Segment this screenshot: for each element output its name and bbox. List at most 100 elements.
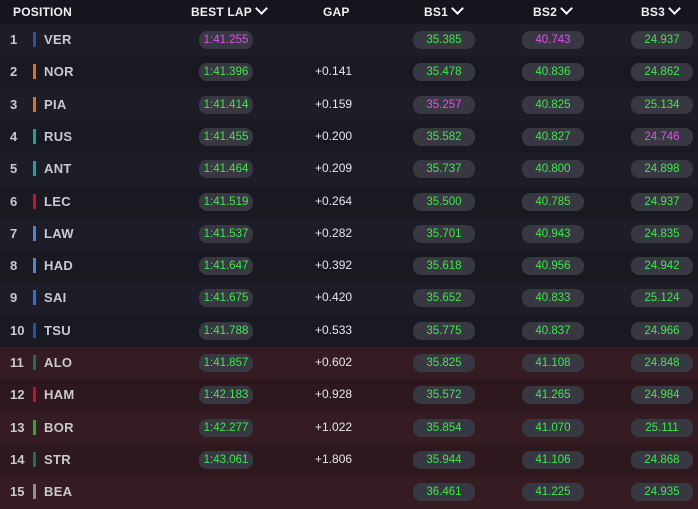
position-number: 1 <box>10 32 18 47</box>
best-lap-time: 1:41.464 <box>199 160 253 179</box>
team-color-bar <box>33 322 36 338</box>
header-best-lap-label: BEST LAP <box>191 5 252 19</box>
table-row[interactable]: 12 HAM 1:42.183 +0.928 35.572 41.265 24.984 <box>0 379 698 413</box>
gap-value: +0.420 <box>315 290 353 305</box>
bs1-time: 35.652 <box>413 289 475 308</box>
bs1-time: 35.737 <box>413 160 475 179</box>
best-lap-time: 1:43.061 <box>199 450 253 469</box>
table-row[interactable]: 7 LAW 1:41.537 +0.282 35.701 40.943 24.835 <box>0 217 698 251</box>
bs3-time: 24.898 <box>631 160 693 179</box>
gap-value: +0.533 <box>315 322 353 337</box>
bs3-time: 24.942 <box>631 257 693 276</box>
bs1-time: 35.944 <box>413 450 475 469</box>
driver-code: BEA <box>44 484 73 500</box>
header-best-lap-sort[interactable]: BEST LAP <box>191 0 268 24</box>
bs3-time: 25.111 <box>631 418 693 437</box>
table-row[interactable]: 10 TSU 1:41.788 +0.533 35.775 40.837 24.966 <box>0 314 698 348</box>
header-bs1-sort[interactable]: BS1 <box>424 0 464 24</box>
table-row[interactable]: 6 LEC 1:41.519 +0.264 35.500 40.785 24.937 <box>0 185 698 219</box>
driver-code: STR <box>44 451 71 467</box>
bs2-time: 40.833 <box>522 289 584 308</box>
best-lap-time: 1:41.537 <box>199 224 253 243</box>
bs1-time: 36.461 <box>413 483 475 502</box>
table-row[interactable]: 3 PIA 1:41.414 +0.159 35.257 40.825 25.134 <box>0 88 698 122</box>
position-number: 10 <box>10 322 25 338</box>
team-color-bar <box>33 484 36 500</box>
best-lap-time: 1:41.255 <box>199 31 253 49</box>
bs1-time: 35.478 <box>413 63 475 82</box>
gap-value: +0.264 <box>315 193 353 208</box>
bs2-time: 40.800 <box>522 160 584 179</box>
bs2-time: 40.827 <box>522 127 584 146</box>
best-lap-time: 1:42.277 <box>199 418 253 437</box>
header-bs3-sort[interactable]: BS3 <box>641 0 681 24</box>
table-row[interactable]: 15 BEA 36.461 41.225 24.935 <box>0 476 698 509</box>
bs1-time: 35.500 <box>413 192 475 211</box>
gap-value: +0.928 <box>315 387 353 402</box>
team-color-bar <box>33 355 36 370</box>
table-row[interactable]: 11 ALO 1:41.857 +0.602 35.825 41.108 24.848 <box>0 347 698 380</box>
table-row[interactable]: 8 HAD 1:41.647 +0.392 35.618 40.956 24.942 <box>0 250 698 284</box>
gap-value: +0.159 <box>315 96 353 111</box>
team-color-bar <box>33 32 36 47</box>
bs1-time: 35.701 <box>413 224 475 243</box>
bs1-time: 35.257 <box>413 95 475 114</box>
bs1-time: 35.825 <box>413 354 475 372</box>
driver-code: ALO <box>44 355 73 370</box>
bs3-time: 24.935 <box>631 483 693 502</box>
team-color-bar <box>33 290 36 306</box>
bs2-time: 41.225 <box>522 483 584 502</box>
header-gap: GAP <box>323 5 350 19</box>
table-row[interactable]: 9 SAI 1:41.675 +0.420 35.652 40.833 25.124 <box>0 282 698 316</box>
best-lap-time: 1:41.788 <box>199 321 253 340</box>
table-row[interactable]: 13 BOR 1:42.277 +1.022 35.854 41.070 25.111 <box>0 411 698 445</box>
best-lap-time: 1:41.396 <box>199 63 253 82</box>
best-lap-time: 1:42.183 <box>199 386 253 405</box>
bs1-time: 35.775 <box>413 321 475 340</box>
table-row[interactable]: 14 STR 1:43.061 +1.806 35.944 41.106 24.868 <box>0 443 698 477</box>
table-row[interactable]: 4 RUS 1:41.455 +0.200 35.582 40.827 24.746 <box>0 120 698 154</box>
driver-code: LEC <box>44 193 71 209</box>
table-row[interactable]: 2 NOR 1:41.396 +0.141 35.478 40.836 24.862 <box>0 56 698 90</box>
bs3-time: 24.966 <box>631 321 693 340</box>
position-number: 2 <box>10 64 18 80</box>
table-row[interactable]: 1 VER 1:41.255 35.385 40.743 24.937 <box>0 24 698 57</box>
header-position: POSITION <box>13 5 72 19</box>
driver-code: VER <box>44 32 72 47</box>
driver-code: HAD <box>44 258 74 274</box>
table-row[interactable]: 5 ANT 1:41.464 +0.209 35.737 40.800 24.898 <box>0 153 698 187</box>
bs2-time: 41.265 <box>522 386 584 405</box>
bs3-time: 24.937 <box>631 192 693 211</box>
bs3-time: 24.835 <box>631 224 693 243</box>
gap-value: +1.022 <box>315 419 353 434</box>
team-color-bar <box>33 193 36 209</box>
position-number: 11 <box>10 355 24 370</box>
best-lap-time: 1:41.519 <box>199 192 253 211</box>
team-color-bar <box>33 128 36 144</box>
team-color-bar <box>33 225 36 241</box>
bs3-time: 24.746 <box>631 127 693 146</box>
bs2-time: 41.106 <box>522 450 584 469</box>
position-number: 12 <box>10 387 25 403</box>
driver-code: RUS <box>44 128 73 144</box>
gap-value: +0.392 <box>315 258 353 273</box>
team-color-bar <box>33 451 36 467</box>
bs1-time: 35.385 <box>413 31 475 49</box>
bs3-time: 25.124 <box>631 289 693 308</box>
driver-code: SAI <box>44 290 67 306</box>
bs2-time: 40.943 <box>522 224 584 243</box>
bs2-time: 40.825 <box>522 95 584 114</box>
position-number: 14 <box>10 451 25 467</box>
chevron-down-icon <box>560 2 573 15</box>
bs1-time: 35.854 <box>413 418 475 437</box>
bs3-time: 24.937 <box>631 31 693 49</box>
team-color-bar <box>33 161 36 177</box>
bs3-time: 24.862 <box>631 63 693 82</box>
best-lap-time: 1:41.857 <box>199 354 253 372</box>
driver-code: PIA <box>44 96 67 112</box>
position-number: 6 <box>10 193 18 209</box>
bs3-time: 24.984 <box>631 386 693 405</box>
header-bs2-sort[interactable]: BS2 <box>533 0 573 24</box>
best-lap-time: 1:41.455 <box>199 127 253 146</box>
position-number: 5 <box>10 161 18 177</box>
